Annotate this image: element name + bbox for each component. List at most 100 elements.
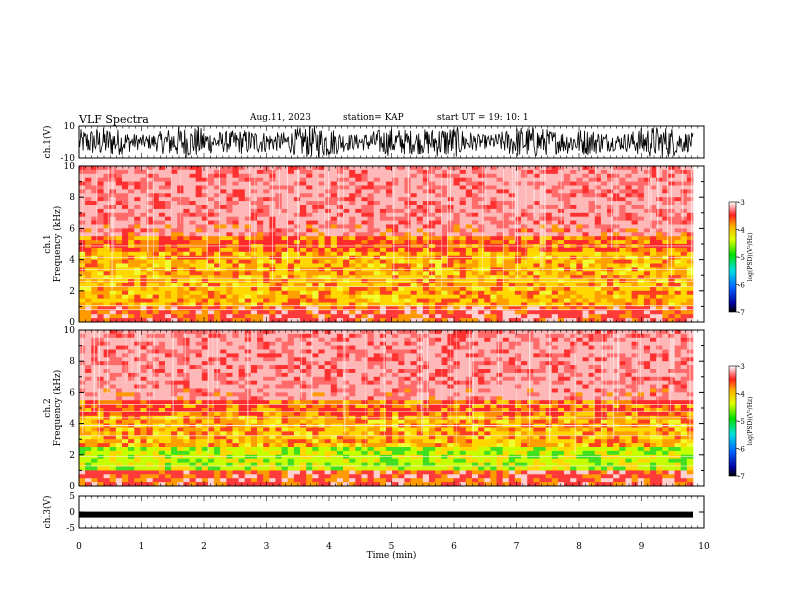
spectrogram-cell [631,228,639,233]
y-axis-label: Frequency (kHz) [52,206,63,283]
spectrogram-cell [631,197,639,202]
spectrogram-cell [140,212,147,217]
spectrogram-cell [398,290,405,295]
spectrogram-cell [527,185,534,190]
spectrogram-cell [97,205,104,210]
spectrogram-cell [275,290,282,295]
spectrogram-cell [478,169,485,175]
spectrogram-cell [484,298,491,303]
spectrogram-cell [551,220,559,225]
spectrogram-cell [435,189,442,194]
spectrogram-cell [539,337,546,342]
spectrogram-cell [453,290,460,295]
spectrogram-cell [625,271,632,276]
spectrogram-cell [355,181,362,186]
spectrogram-cell [410,169,417,175]
spectrogram-cell [300,310,307,315]
spectrogram-cell [244,205,252,210]
spectrogram-cell [128,236,135,241]
spectrogram-cell [171,271,178,276]
spectrogram-cell [306,212,313,217]
spectrogram-cell [631,298,639,303]
spectrogram-cell [373,224,381,229]
spectrogram-cell [361,263,368,268]
spectrogram-cell [293,263,301,268]
spectrogram-cell [582,283,589,288]
spectrogram-cell [650,212,657,217]
spectrogram-cell [625,290,632,295]
spectrogram-cell [674,318,682,323]
spectrogram-cell [435,330,442,335]
spectrogram-cell [349,193,356,198]
spectrogram-cell [453,228,460,233]
spectrogram-cell [416,271,424,276]
spectrogram-cell [214,236,221,241]
spectrogram-cell [177,263,184,268]
spectrogram-cell [281,306,289,311]
spectrogram-cell [619,290,626,295]
spectrogram-cell [471,318,479,323]
spectrogram-cell [214,189,221,194]
spectrogram-cell [109,345,117,350]
spectrogram-cell [392,333,399,339]
spectrogram-cell [680,236,688,241]
spectrogram-cell [674,224,682,229]
spectrogram-cell [312,337,319,342]
spectrogram-cell [244,232,252,237]
spectrogram-cell [576,189,583,194]
spectrogram-cell [293,212,301,217]
spectrogram-cell [514,306,522,311]
spectrogram-cell [250,228,258,233]
spectrogram-cell [250,185,258,190]
spectrogram-cell [207,216,215,221]
spectrogram-cell [545,318,553,323]
spectrogram-cell [607,189,614,194]
spectrogram-cell [600,169,608,175]
spectrogram-cell [195,185,203,190]
spectrogram-cell [195,166,203,171]
spectrogram-cell [201,247,209,253]
spectrogram-cell [281,290,289,295]
spectrogram-cell [392,197,399,202]
spectrogram-cell [674,298,682,303]
spectrogram-cell [410,220,417,225]
spectrogram-cell [361,290,368,295]
spectrogram-cell [465,193,473,198]
spectrogram-cell [484,193,491,198]
colorbar-tick-label: -5 [738,254,745,262]
spectrogram-cell [502,240,510,245]
spectrogram-cell [318,216,325,221]
spectrogram-cell [201,290,209,295]
spectrogram-cell [588,185,596,190]
spectrogram-cell [508,232,516,237]
spectrogram-cell [134,173,141,178]
spectrogram-cell [484,341,491,346]
spectrogram-cell [275,255,282,260]
spectrogram-cell [484,224,491,229]
spectrogram-cell [293,236,301,241]
spectrogram-cell [404,208,411,214]
spectrogram-cell [238,201,246,206]
spectrogram-cell [521,330,528,335]
spectrogram-cell [588,318,596,323]
spectrogram-cell [607,290,614,295]
spectrogram-cell [637,197,645,202]
spectrogram-cell [496,314,503,319]
spectrogram-cell [533,302,540,307]
spectrogram-cell [336,197,344,202]
spectrogram-cell [189,302,196,307]
spectrogram-cell [656,193,663,198]
spectrogram-cell [257,240,264,245]
spectrogram-cell [238,166,246,171]
spectrogram-cell [300,189,307,194]
spectrogram-cell [226,302,233,307]
spectrogram-cell [656,283,663,288]
spectrogram-cell [502,208,510,214]
spectrogram-cell [600,240,608,245]
spectrogram-cell [158,263,166,268]
spectrogram-cell [643,228,651,233]
spectrogram-cell [361,240,368,245]
spectrogram-cell [287,310,295,315]
spectrogram-cell [686,177,694,182]
spectrogram-cell [91,173,98,178]
